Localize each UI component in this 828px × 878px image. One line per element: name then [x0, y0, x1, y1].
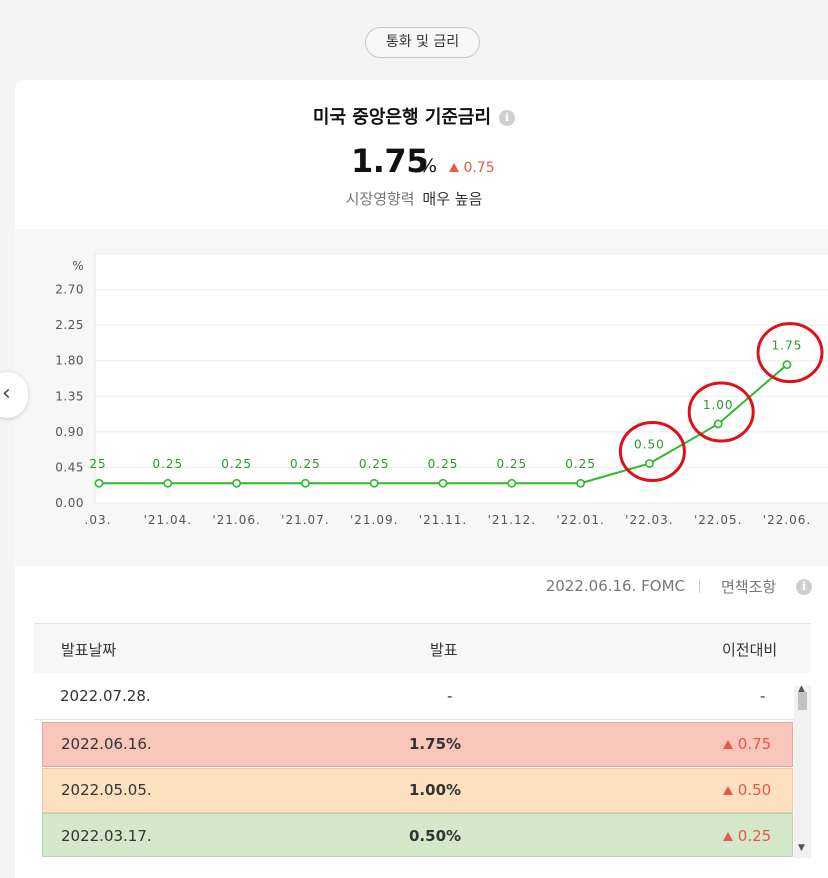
data-label: 0.25 — [565, 457, 596, 471]
y-tick-label: 0.90 — [55, 425, 84, 439]
disclaimer-info-icon[interactable]: i — [796, 579, 812, 595]
row-value: 1.75% — [409, 735, 462, 753]
y-tick-label: 1.80 — [55, 354, 84, 368]
data-point — [369, 478, 379, 488]
data-point — [438, 478, 448, 488]
data-label: 1.00 — [703, 398, 734, 412]
data-label: 0.25 — [221, 457, 252, 471]
row-value: 0.50% — [409, 827, 462, 845]
table-row[interactable]: 2022.07.28. - - — [34, 674, 794, 720]
data-label: 0.25 — [359, 457, 390, 471]
row-date: 2022.03.17. — [61, 827, 152, 845]
column-header-change: 이전대비 — [722, 641, 778, 659]
x-tick-label: '22.05. — [694, 513, 742, 527]
table-row[interactable]: 2022.05.05. 1.00% 0.50 — [42, 768, 793, 813]
line-chart-svg: 0.00 0.45 0.90 1.35 1.80 2.25 2.70% .03. '21.04.… — [55, 253, 828, 527]
row-value: 1.00% — [409, 781, 462, 799]
impact-label: 시장영향력 — [345, 190, 415, 208]
y-tick-label: 2.25 — [55, 318, 84, 332]
x-tick-label: '22.01. — [556, 513, 604, 527]
indicator-change-value: 0.75 — [463, 160, 495, 176]
event-date: 2022.06.16. FOMC — [545, 577, 685, 595]
x-tick-label: .03. — [85, 513, 112, 527]
data-point — [300, 478, 310, 488]
x-tick-label: '21.12. — [488, 513, 536, 527]
table-row[interactable]: 2022.06.16. 1.75% 0.75 — [42, 722, 793, 767]
row-value: - — [447, 687, 453, 705]
x-tick-label: '21.06. — [212, 513, 260, 527]
highlight-circle — [756, 322, 824, 384]
indicator-unit: % — [419, 155, 438, 177]
data-point — [645, 459, 654, 468]
plot-background — [95, 254, 828, 503]
up-triangle-icon — [723, 786, 733, 795]
column-header-release: 발표 — [430, 641, 458, 659]
scroll-thumb[interactable] — [798, 692, 807, 710]
data-point — [576, 478, 585, 488]
chart-meta: 2022.06.16. FOMC 면책조항 i — [0, 576, 828, 600]
market-impact: 시장영향력 매우 높음 — [0, 188, 828, 209]
disclaimer-link[interactable]: 면책조항 — [721, 578, 777, 596]
table-header: 발표날짜 발표 이전대비 — [34, 623, 811, 673]
column-header-date: 발표날짜 — [61, 641, 117, 659]
x-tick-label: '21.04. — [144, 513, 192, 527]
y-tick-label: 1.35 — [55, 389, 84, 403]
data-label: 0.25 — [496, 457, 527, 471]
row-change-value: 0.75 — [737, 735, 772, 753]
data-label: 1.75 — [772, 339, 803, 353]
data-label: 0.50 — [634, 437, 665, 451]
row-change-value: 0.25 — [737, 827, 772, 845]
data-point — [94, 478, 104, 488]
x-tick-label: '21.09. — [350, 513, 398, 527]
row-change: 0.50 — [723, 781, 771, 799]
table-scrollbar[interactable]: ▲ ▼ — [794, 684, 811, 858]
impact-value: 매우 높음 — [422, 190, 483, 208]
data-label: 0.25 — [428, 457, 459, 471]
indicator-change: 0.75 — [449, 160, 495, 176]
data-point — [163, 478, 173, 488]
data-label: 0.25 — [152, 457, 183, 471]
meta-divider — [699, 579, 700, 593]
table-row[interactable]: 2022.03.17. 0.50% 0.25 — [42, 813, 793, 857]
release-table: 발표날짜 발표 이전대비 2022.07.28. - - 2022.06.16.… — [34, 623, 811, 863]
top-bar: 통화 및 금리 — [0, 0, 828, 80]
x-tick-label: '22.03. — [625, 513, 673, 527]
info-icon[interactable]: i — [499, 110, 516, 126]
y-tick-label: 0.00 — [55, 496, 84, 510]
row-change-value: 0.50 — [737, 781, 772, 799]
data-point — [713, 419, 723, 429]
data-label: 0.25 — [290, 457, 321, 471]
row-date: 2022.07.28. — [60, 687, 151, 705]
category-button[interactable]: 통화 및 금리 — [365, 27, 480, 58]
chevron-left-icon: ‹ — [2, 381, 11, 406]
x-tick-label: '21.11. — [419, 513, 467, 527]
up-triangle-icon — [449, 163, 459, 172]
data-label: 25 — [89, 457, 106, 471]
highlight-circle — [687, 381, 755, 443]
y-axis-unit: % — [72, 259, 83, 273]
scroll-up-arrow-icon[interactable]: ▲ — [798, 684, 805, 694]
row-change: 0.25 — [723, 827, 771, 845]
row-change: - — [760, 687, 766, 705]
y-tick-label: 0.45 — [55, 460, 84, 474]
row-date: 2022.05.05. — [61, 781, 152, 799]
indicator-title: 미국 중앙은행 기준금리 — [312, 107, 492, 128]
row-change: 0.75 — [723, 735, 771, 753]
y-tick-label: 2.70 — [55, 283, 84, 297]
x-tick-label: '21.07. — [281, 513, 329, 527]
data-point — [232, 478, 241, 488]
up-triangle-icon — [723, 832, 733, 841]
indicator-value: 1.75 — [351, 142, 428, 180]
indicator-title-row: 미국 중앙은행 기준금리 i — [0, 103, 828, 129]
x-tick-label: '22.06. — [763, 513, 811, 527]
row-date: 2022.06.16. — [61, 735, 152, 753]
data-point — [782, 360, 792, 370]
highlight-circle — [618, 420, 686, 482]
up-triangle-icon — [723, 740, 733, 749]
scroll-down-arrow-icon[interactable]: ▼ — [798, 843, 805, 853]
rate-chart: 0.00 0.45 0.90 1.35 1.80 2.25 2.70% .03. '21.04.… — [15, 229, 828, 566]
data-point — [507, 478, 517, 488]
